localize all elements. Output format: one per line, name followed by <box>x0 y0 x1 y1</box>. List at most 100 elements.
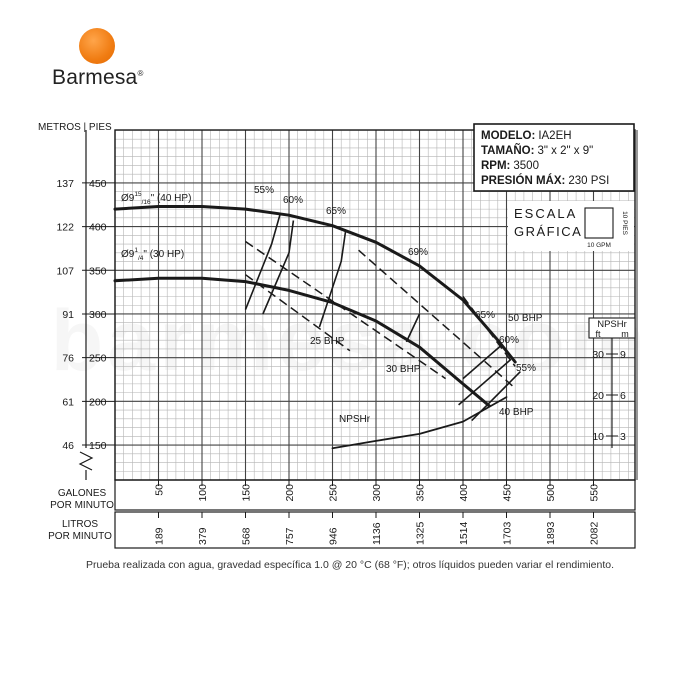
gpm-tick-label: 500 <box>545 484 557 502</box>
efficiency-line <box>458 358 512 406</box>
gpm-tick-label: 50 <box>154 484 166 496</box>
impeller-label-tail: " (40 HP) <box>151 193 192 204</box>
efficiency-label: 69% <box>408 247 428 258</box>
lpm-axis-label: POR MINUTO <box>48 531 112 542</box>
efficiency-label: 60% <box>283 195 303 206</box>
gpm-band <box>114 479 636 511</box>
lpm-tick-label: 1325 <box>415 521 427 545</box>
efficiency-line <box>244 213 282 310</box>
efficiency-label: 55% <box>516 363 536 374</box>
gpm-tick-label: 350 <box>415 484 427 502</box>
efficiency-label: 60% <box>499 335 519 346</box>
efficiency-label: 65% <box>475 310 495 321</box>
efficiency-line <box>471 371 521 422</box>
gpm-tick-label: 300 <box>371 484 383 502</box>
efficiency-line <box>462 343 503 380</box>
model-info-value: 3500 <box>513 160 539 172</box>
head-tick-meters: 137 <box>56 178 74 190</box>
model-info-value: IA2EH <box>538 130 571 142</box>
gpm-axis-label: GALONES <box>58 488 107 499</box>
head-axis-header: METROS | PIES <box>38 122 112 133</box>
power-label: 40 BHP <box>499 407 534 418</box>
impeller-label-sup: 1 <box>134 247 138 254</box>
lpm-tick-label: 1514 <box>458 521 470 545</box>
impeller-label-tail: " (30 HP) <box>143 249 184 260</box>
impeller-curve-label: Ø91/4" (30 HP) <box>121 247 184 262</box>
model-info-row: PRESIÓN MÁX: 230 PSI <box>481 174 609 187</box>
npsh-tick-ft: 10 <box>592 431 604 443</box>
efficiency-line <box>318 230 347 328</box>
lpm-tick-label: 946 <box>328 527 340 545</box>
impeller-label-sub: /16 <box>142 199 151 206</box>
model-info-value: 230 PSI <box>568 175 609 187</box>
gpm-tick-label: 150 <box>241 484 253 502</box>
impeller-curve <box>113 276 491 408</box>
lpm-tick-label: 1893 <box>545 521 557 545</box>
lpm-tick-label: 568 <box>241 527 253 545</box>
power-line <box>245 240 447 380</box>
scale-horizontal-label: 10 GPM <box>587 242 611 249</box>
npsh-tick-ft: 20 <box>592 390 604 402</box>
npsh-tick-m: 6 <box>620 390 626 402</box>
head-tick-meters: 61 <box>62 396 74 408</box>
lpm-tick-label: 1703 <box>502 521 514 545</box>
scale-square <box>584 207 614 239</box>
model-info-value: 3" x 2" x 9" <box>537 145 593 157</box>
npshr-curve <box>331 396 508 450</box>
head-tick-meters: 122 <box>56 222 74 234</box>
efficiency-label: 65% <box>326 206 346 217</box>
lpm-tick-label: 189 <box>154 527 166 545</box>
model-info-row: TAMAÑO: 3" x 2" x 9" <box>481 144 593 157</box>
gpm-tick-label: 100 <box>197 484 209 502</box>
brand-name: Barmesa® <box>52 66 144 89</box>
lpm-tick-label: 757 <box>284 527 296 545</box>
lpm-tick-label: 1136 <box>371 522 383 545</box>
npsh-header-ft: ft <box>595 329 601 339</box>
head-tick-feet: 450 <box>89 178 107 190</box>
power-label: 25 BHP <box>310 336 345 347</box>
head-tick-meters: 76 <box>62 353 74 365</box>
head-tick-feet: 350 <box>89 265 107 277</box>
impeller-label-main: Ø9 <box>121 249 135 260</box>
npsh-tick-ft: 30 <box>592 349 604 361</box>
power-label: 30 BHP <box>386 364 421 375</box>
gpm-tick-label: 450 <box>502 484 514 502</box>
gpm-tick-label: 400 <box>458 484 470 502</box>
head-tick-feet: 300 <box>89 309 107 321</box>
head-tick-feet: 400 <box>89 222 107 234</box>
chart-lines <box>113 205 521 450</box>
lpm-axis-label: LITROS <box>62 519 98 530</box>
npshr-label: NPSHr <box>339 414 371 425</box>
impeller-curve-label: Ø915/16" (40 HP) <box>121 191 191 206</box>
model-info-row: RPM: 3500 <box>481 160 539 172</box>
power-line <box>245 274 351 352</box>
npsh-header-m: m <box>621 329 629 339</box>
brand-logo: Barmesa® <box>48 26 158 96</box>
head-tick-meters: 91 <box>62 309 74 321</box>
impeller-label-sub: /4 <box>138 255 144 262</box>
axis-break-icon <box>78 451 94 471</box>
lpm-tick-label: 379 <box>197 527 209 545</box>
head-tick-meters: 46 <box>62 440 74 452</box>
gpm-tick-label: 550 <box>589 484 601 502</box>
model-info-label: RPM: <box>481 160 510 172</box>
impeller-curve <box>113 205 517 364</box>
model-info-label: MODELO: <box>481 130 535 142</box>
npsh-tick-m: 3 <box>620 431 626 443</box>
gpm-axis-label: POR MINUTO <box>50 500 114 511</box>
power-line <box>358 249 516 389</box>
head-tick-feet: 250 <box>89 353 107 365</box>
model-info-label: TAMAÑO: <box>481 144 534 157</box>
lpm-band <box>114 511 636 549</box>
head-tick-meters: 107 <box>56 265 74 277</box>
scale-vertical-label: 10 PIES <box>621 211 628 236</box>
npsh-header: NPSHr <box>597 319 627 330</box>
gpm-tick-label: 250 <box>328 484 340 502</box>
head-tick-feet: 200 <box>89 396 107 408</box>
efficiency-label: 55% <box>254 185 274 196</box>
npsh-tick-m: 9 <box>620 349 626 361</box>
head-tick-feet: 150 <box>89 440 107 452</box>
model-info-label: PRESIÓN MÁX: <box>481 174 565 187</box>
